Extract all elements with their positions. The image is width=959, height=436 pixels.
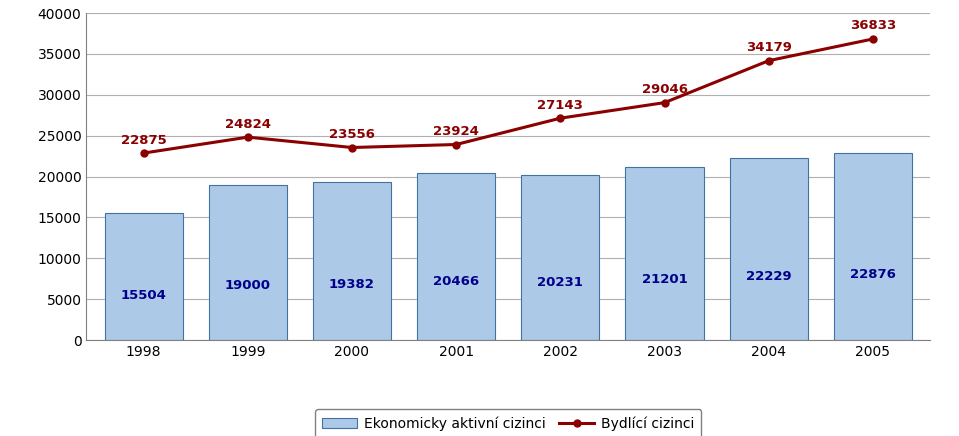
Text: 36833: 36833	[850, 20, 896, 32]
Bar	[105, 213, 182, 340]
Bar	[313, 182, 391, 340]
Text: 34179: 34179	[746, 41, 792, 54]
Text: 15504: 15504	[121, 289, 167, 302]
Bar	[834, 153, 912, 340]
Legend: Ekonomicky aktivní cizinci, Bydlící cizinci: Ekonomicky aktivní cizinci, Bydlící cizi…	[316, 409, 701, 436]
Text: 23556: 23556	[329, 128, 375, 141]
Text: 22229: 22229	[746, 270, 791, 283]
Text: 19000: 19000	[224, 279, 270, 292]
Text: 19382: 19382	[329, 278, 375, 291]
Bar	[625, 167, 704, 340]
Text: 20466: 20466	[433, 275, 480, 288]
Text: 20231: 20231	[537, 276, 583, 289]
Bar	[417, 173, 495, 340]
Text: 24824: 24824	[224, 118, 270, 131]
Text: 22875: 22875	[121, 133, 167, 146]
Bar	[730, 158, 807, 340]
Text: 29046: 29046	[642, 83, 688, 96]
Text: 23924: 23924	[433, 125, 480, 138]
Text: 22876: 22876	[850, 268, 896, 281]
Text: 21201: 21201	[642, 273, 688, 286]
Text: 27143: 27143	[537, 99, 583, 112]
Bar	[522, 175, 599, 340]
Bar	[209, 185, 287, 340]
